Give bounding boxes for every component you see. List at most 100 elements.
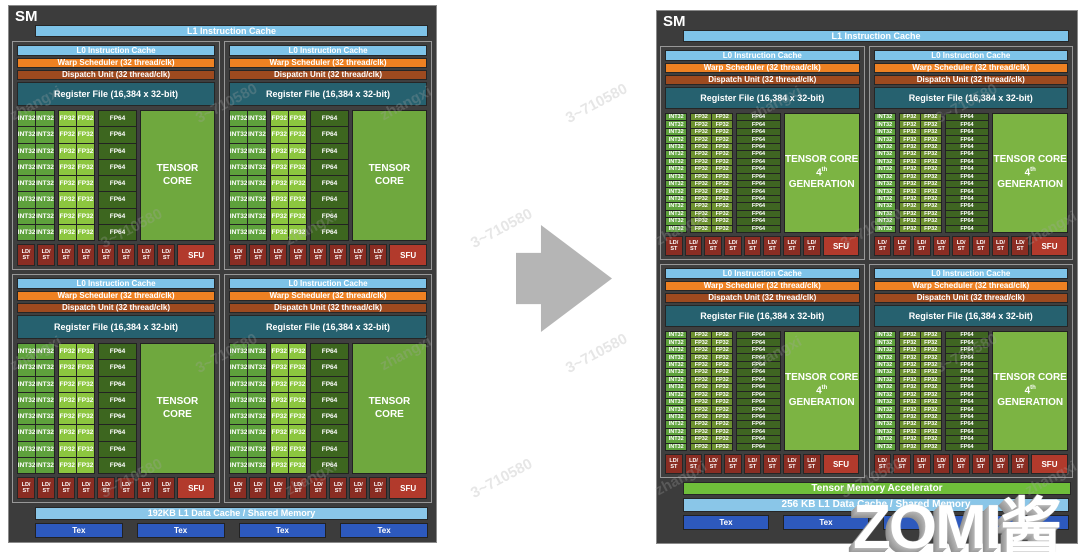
int32-core-cell: INT32	[36, 143, 54, 159]
ldst-unit: LD/ST	[157, 244, 176, 266]
ldst-unit: LD/ST	[971, 454, 990, 474]
fp32-core-cell: FP32	[920, 225, 941, 232]
register-file-bar: Register File (16,384 x 32-bit)	[229, 82, 427, 106]
fp32-core-cell: FP32	[899, 443, 920, 450]
int32-core-cell: INT32	[874, 166, 895, 173]
fp64-core-cell: FP64	[311, 143, 348, 159]
diagonal-watermark: 3~710580	[468, 205, 536, 252]
tensor-core-block: TENSOR CORE 4th GENERATION	[992, 113, 1068, 233]
int32-core-cell: INT32	[874, 413, 895, 421]
processing-block: L0 Instruction Cache Warp Scheduler (32 …	[660, 46, 865, 260]
fp32-core-cell: FP32	[920, 128, 941, 136]
fp64-core-cell: FP64	[737, 428, 780, 436]
sfu-unit: SFU	[177, 477, 215, 499]
int32-core-cell: INT32	[230, 111, 248, 127]
fp32-core-cell: FP32	[691, 369, 712, 376]
int32-core-cell: INT32	[230, 208, 248, 224]
fp32-core-cell: FP32	[899, 151, 920, 158]
fp64-core-cell: FP64	[311, 425, 348, 441]
int32-core-cell: INT32	[230, 376, 248, 392]
fp32-column-group: FP32 FP32 FP32 FP32 FP32 FP32 FP32 FP32 FP32 FP32…	[898, 113, 942, 233]
ldst-unit: LD/ST	[17, 244, 36, 266]
fp64-core-cell: FP64	[311, 376, 348, 392]
int32-core-cell: INT32	[36, 425, 54, 441]
fp32-core-cell: FP32	[691, 136, 712, 143]
fp64-core-cell: FP64	[945, 443, 989, 450]
fp32-core-cell: FP32	[691, 428, 712, 436]
fp64-core-cell: FP64	[311, 441, 348, 457]
int32-core-cell: INT32	[874, 151, 895, 158]
fp32-core-cell: FP32	[691, 151, 712, 158]
fp64-core-cell: FP64	[945, 218, 989, 225]
warp-scheduler-bar: Warp Scheduler (32 thread/clk)	[665, 281, 860, 291]
fp32-core-cell: FP32	[712, 151, 733, 158]
int32-core-cell: INT32	[18, 425, 36, 441]
tex-row: Tex Tex Tex Tex	[683, 515, 1069, 530]
int32-core-cell: INT32	[666, 421, 687, 428]
int32-core-cell: INT32	[874, 210, 895, 218]
int32-core-cell: INT32	[874, 188, 895, 195]
int32-core-cell: INT32	[230, 176, 248, 192]
fp32-core-cell: FP32	[691, 398, 712, 406]
fp32-core-cell: FP32	[899, 398, 920, 406]
dispatch-unit-bar: Dispatch Unit (32 thread/clk)	[665, 75, 860, 85]
int32-core-cell: INT32	[36, 127, 54, 143]
diagonal-watermark: 3~710580	[563, 80, 631, 127]
sm-diagram-right: SM L1 Instruction Cache L0 Instruction C…	[656, 10, 1078, 544]
int32-core-cell: INT32	[874, 391, 895, 398]
tex-unit: Tex	[238, 523, 327, 538]
int32-core-cell: INT32	[666, 346, 687, 354]
fp32-core-cell: FP32	[288, 425, 307, 441]
fp32-core-cell: FP32	[58, 224, 76, 240]
ldst-sfu-row: LD/ST LD/ST LD/ST LD/ST LD/ST LD/ST LD/ST LD/ST…	[17, 244, 215, 266]
tex-unit: Tex	[883, 515, 969, 530]
tex-unit: Tex	[783, 515, 869, 530]
sm-diagram-left: SM L1 Instruction Cache L0 Instruction C…	[8, 5, 437, 543]
fp32-core-cell: FP32	[920, 354, 941, 361]
int32-core-cell: INT32	[36, 360, 54, 376]
fp32-core-cell: FP32	[712, 413, 733, 421]
ldst-unit: LD/ST	[932, 454, 951, 474]
sfu-unit: SFU	[1031, 236, 1068, 256]
int32-core-cell: INT32	[874, 121, 895, 128]
register-file-bar: Register File (16,384 x 32-bit)	[873, 87, 1068, 109]
int32-core-cell: INT32	[666, 114, 687, 121]
fp64-core-cell: FP64	[99, 360, 136, 376]
int32-core-cell: INT32	[248, 344, 266, 360]
fp32-core-cell: FP32	[270, 176, 288, 192]
fp32-core-cell: FP32	[712, 195, 733, 203]
int32-core-cell: INT32	[666, 210, 687, 218]
fp32-core-cell: FP32	[691, 225, 712, 232]
fp32-core-cell: FP32	[691, 406, 712, 413]
int32-core-cell: INT32	[666, 225, 687, 232]
fp64-core-cell: FP64	[945, 188, 989, 195]
fp32-core-cell: FP32	[712, 443, 733, 450]
int32-core-cell: INT32	[874, 195, 895, 203]
ldst-unit: LD/ST	[289, 244, 308, 266]
fp32-core-cell: FP32	[58, 192, 76, 208]
fp32-core-cell: FP32	[899, 173, 920, 180]
fp64-core-cell: FP64	[945, 121, 989, 128]
ldst-unit: LD/ST	[704, 236, 723, 256]
int32-core-cell: INT32	[18, 176, 36, 192]
int32-core-cell: INT32	[666, 369, 687, 376]
fp32-core-cell: FP32	[899, 391, 920, 398]
ldst-unit: LD/ST	[1011, 454, 1029, 474]
ldst-unit: LD/ST	[802, 454, 821, 474]
fp32-core-cell: FP32	[920, 173, 941, 180]
core-grid: INT32 INT32 INT32 INT32 INT32 INT32 INT32 INT32…	[17, 343, 215, 474]
fp64-core-cell: FP64	[311, 224, 348, 240]
fp32-core-cell: FP32	[270, 425, 288, 441]
fp64-core-cell: FP64	[99, 224, 136, 240]
core-grid: INT32 INT32 INT32 INT32 INT32 INT32 INT32 INT32…	[873, 113, 1068, 233]
fp32-core-cell: FP32	[920, 195, 941, 203]
l0-instruction-cache-bar: L0 Instruction Cache	[873, 268, 1068, 279]
l0-instruction-cache-bar: L0 Instruction Cache	[17, 45, 215, 56]
int32-core-cell: INT32	[666, 332, 687, 339]
fp64-core-cell: FP64	[945, 151, 989, 158]
processing-block-grid: L0 Instruction Cache Warp Scheduler (32 …	[12, 41, 432, 503]
fp32-core-cell: FP32	[920, 121, 941, 128]
int32-column-group: INT32 INT32 INT32 INT32 INT32 INT32 INT32 INT32…	[873, 331, 896, 451]
int32-core-cell: INT32	[874, 173, 895, 180]
fp32-core-cell: FP32	[270, 344, 288, 360]
